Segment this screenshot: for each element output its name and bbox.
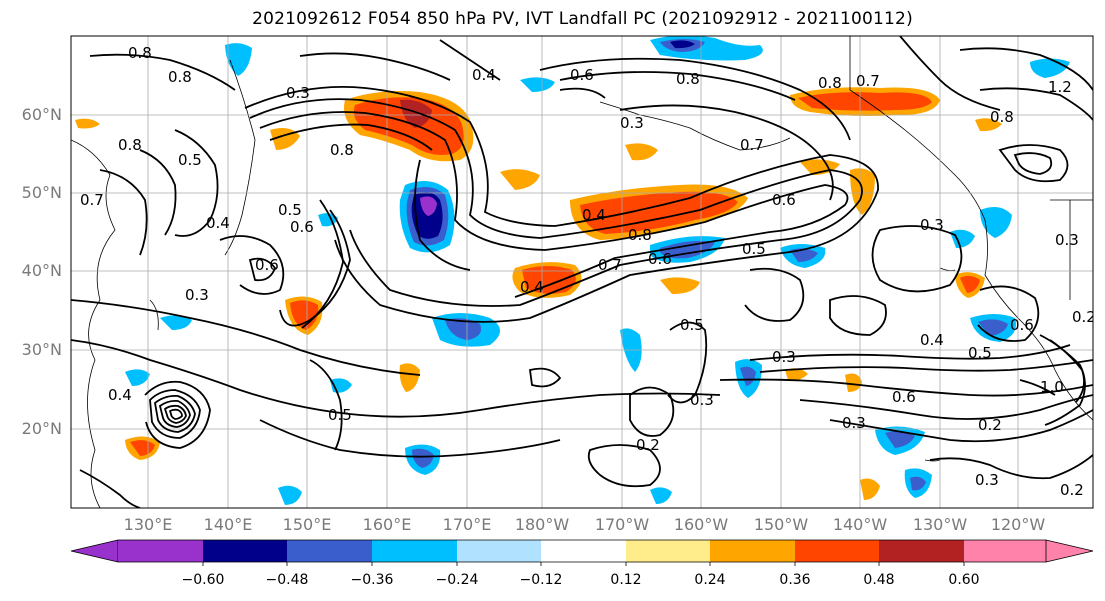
lon-label-170w: 170°W bbox=[594, 515, 650, 534]
chart-title: 2021092612 F054 850 hPa PV, IVT Landfall… bbox=[252, 9, 913, 29]
contour-label: 0.7 bbox=[856, 72, 880, 90]
colorbar-tick-label: −0.36 bbox=[350, 572, 394, 588]
contour-label: 0.8 bbox=[118, 136, 142, 154]
colorbar-segment bbox=[203, 540, 287, 562]
contour-label: 0.2 bbox=[978, 416, 1002, 434]
contour-label: 0.5 bbox=[328, 406, 352, 424]
lon-label-140w: 140°W bbox=[832, 515, 888, 534]
colorbar-extend-low bbox=[70, 539, 119, 563]
contour-label: 0.2 bbox=[636, 436, 660, 454]
contour-label: 0.4 bbox=[520, 278, 544, 296]
map-frame bbox=[70, 35, 1094, 509]
contour-label: 0.8 bbox=[990, 108, 1014, 126]
contour-label: 0.5 bbox=[742, 240, 766, 258]
colorbar-tick-label: −0.12 bbox=[519, 572, 563, 588]
contour-label: 0.8 bbox=[330, 141, 354, 159]
lon-label-160w: 160°W bbox=[673, 515, 729, 534]
colorbar-segment bbox=[964, 540, 1046, 562]
colorbar-segment bbox=[372, 540, 457, 562]
contour-label: 0.4 bbox=[582, 206, 606, 224]
lon-label-150w: 150°W bbox=[753, 515, 809, 534]
contour-label: 0.4 bbox=[206, 214, 230, 232]
lon-label-140e: 140°E bbox=[203, 515, 253, 534]
ivt-contours bbox=[71, 36, 1093, 508]
colorbar-segment bbox=[710, 540, 795, 562]
colorbar-tick-label: 0.48 bbox=[863, 572, 895, 588]
contour-label: 1.2 bbox=[1048, 78, 1072, 96]
colorbar-tick-label: −0.60 bbox=[181, 572, 225, 588]
colorbar-segment bbox=[287, 540, 372, 562]
contour-label: 0.7 bbox=[598, 256, 622, 274]
contour-label: 0.7 bbox=[80, 191, 104, 209]
contour-label: 0.7 bbox=[740, 136, 764, 154]
lat-label-60n: 60°N bbox=[21, 105, 62, 124]
colorbar-tick-label: 0.24 bbox=[694, 572, 726, 588]
contour-label: 0.5 bbox=[680, 316, 704, 334]
colorbar-segment bbox=[795, 540, 879, 562]
colorbar bbox=[70, 539, 1094, 566]
coastlines bbox=[71, 36, 1093, 508]
contour-label: 0.2 bbox=[1072, 308, 1096, 326]
lat-label-20n: 20°N bbox=[21, 419, 62, 438]
lat-label-40n: 40°N bbox=[21, 261, 62, 280]
colorbar-tick-label: −0.24 bbox=[435, 572, 479, 588]
lat-label-50n: 50°N bbox=[21, 183, 62, 202]
contour-label: 0.3 bbox=[842, 414, 866, 432]
contour-label: 0.4 bbox=[108, 386, 132, 404]
colorbar-tick-label: 0.60 bbox=[948, 572, 980, 588]
contour-label: 1.0 bbox=[1040, 378, 1064, 396]
contour-label: 0.6 bbox=[892, 388, 916, 406]
lon-label-160e: 160°E bbox=[362, 515, 412, 534]
contour-label: 0.6 bbox=[570, 66, 594, 84]
contour-label: 0.8 bbox=[168, 68, 192, 86]
colorbar-tick-label: 0.36 bbox=[779, 572, 811, 588]
colorbar-segment bbox=[879, 540, 964, 562]
contour-label: 0.3 bbox=[920, 216, 944, 234]
contour-label: 0.8 bbox=[628, 226, 652, 244]
contour-label: 0.2 bbox=[1060, 481, 1084, 499]
contour-label: 0.6 bbox=[290, 218, 314, 236]
contour-label: 0.4 bbox=[920, 331, 944, 349]
contour-label: 0.3 bbox=[286, 84, 310, 102]
contour-label: 0.6 bbox=[255, 256, 279, 274]
colorbar-extend-high bbox=[1045, 539, 1094, 563]
lon-label-130w: 130°W bbox=[912, 515, 968, 534]
contour-label: 0.3 bbox=[690, 391, 714, 409]
lon-label-130e: 130°E bbox=[123, 515, 173, 534]
colorbar-segment bbox=[118, 540, 203, 562]
contour-label: 0.3 bbox=[185, 286, 209, 304]
lat-label-30n: 30°N bbox=[21, 340, 62, 359]
contour-label: 0.3 bbox=[620, 114, 644, 132]
contour-labels: 0.8 0.8 0.3 0.4 0.6 0.3 0.8 0.7 0.8 0.7 … bbox=[80, 44, 1096, 499]
contour-label: 0.8 bbox=[128, 44, 152, 62]
colorbar-segment bbox=[541, 540, 626, 562]
contour-label: 0.3 bbox=[975, 471, 999, 489]
contour-label: 0.5 bbox=[278, 201, 302, 219]
contour-label: 0.3 bbox=[1055, 231, 1079, 249]
contour-label: 0.3 bbox=[772, 348, 796, 366]
contour-label: 0.5 bbox=[968, 344, 992, 362]
lon-label-120w: 120°W bbox=[990, 515, 1046, 534]
contour-label: 0.5 bbox=[178, 151, 202, 169]
contour-label: 0.8 bbox=[818, 74, 842, 92]
contour-label: 0.6 bbox=[1010, 316, 1034, 334]
lon-label-170e: 170°E bbox=[442, 515, 492, 534]
contour-label: 0.8 bbox=[676, 70, 700, 88]
contour-label: 0.6 bbox=[772, 191, 796, 209]
colorbar-tick-label: 0.12 bbox=[610, 572, 642, 588]
colorbar-segment bbox=[457, 540, 541, 562]
lon-label-180w: 180°W bbox=[514, 515, 570, 534]
contour-label: 0.4 bbox=[472, 66, 496, 84]
lon-label-150e: 150°E bbox=[282, 515, 332, 534]
contour-label: 0.6 bbox=[648, 250, 672, 268]
colorbar-tick-label: −0.48 bbox=[265, 572, 309, 588]
colorbar-segment bbox=[626, 540, 710, 562]
